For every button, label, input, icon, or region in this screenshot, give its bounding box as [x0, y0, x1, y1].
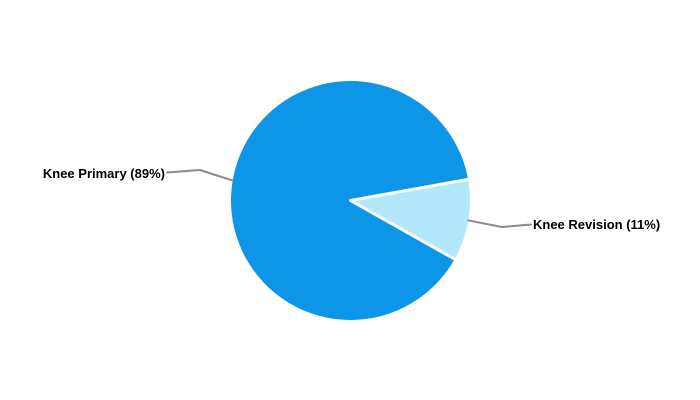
slice-label-knee-revision: Knee Revision (11%)	[533, 217, 661, 232]
pie-slice-knee-revision[interactable]	[350, 179, 470, 260]
leader-line-knee-revision	[467, 219, 532, 228]
leader-line-knee-primary	[166, 169, 234, 182]
slice-label-knee-primary: Knee Primary (89%)	[42, 166, 165, 181]
slice-separator	[349, 177, 469, 261]
